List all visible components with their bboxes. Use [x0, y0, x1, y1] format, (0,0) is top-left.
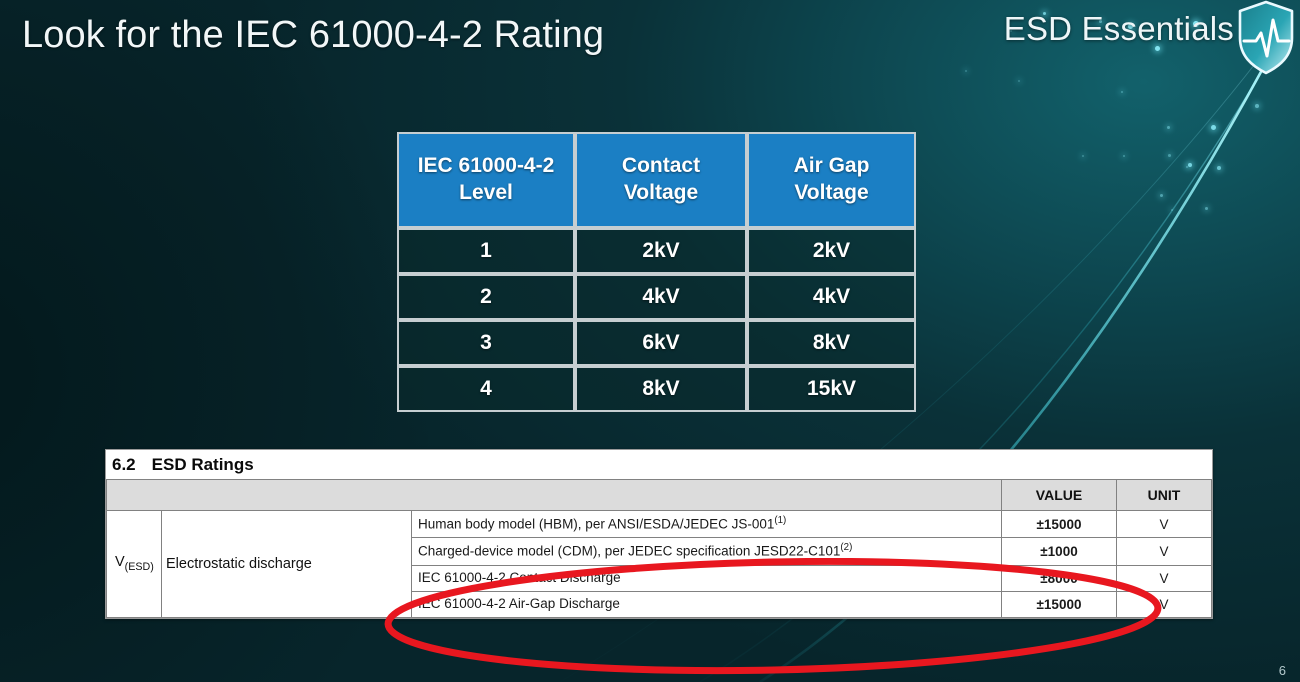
iec-level-table: IEC 61000-4-2 Level Contact Voltage Air …: [397, 132, 916, 412]
column-header-level-line1: IEC 61000-4-2: [417, 154, 555, 178]
table-row: 2 4kV 4kV: [397, 274, 916, 320]
shield-pulse-icon: [1238, 0, 1294, 75]
cell-value: ±1000: [1001, 537, 1117, 566]
cell-unit: V: [1116, 590, 1212, 618]
cell-contact: 8kV: [575, 366, 747, 412]
cell-airgap: 2kV: [747, 228, 916, 274]
table-row: 4 8kV 15kV: [397, 366, 916, 412]
footnote-marker: (1): [774, 515, 787, 526]
column-header-contact-line1: Contact: [621, 154, 701, 178]
table-row: 3 6kV 8kV: [397, 320, 916, 366]
table-row: V(ESD) Electrostatic discharge Human bod…: [106, 509, 1212, 618]
cell-description: IEC 61000-4-2 Contact Discharge: [411, 564, 1002, 592]
section-title: ESD Ratings: [151, 455, 254, 474]
description-text: Human body model (HBM), per ANSI/ESDA/JE…: [418, 516, 775, 532]
description-text: IEC 61000-4-2 Air-Gap Discharge: [418, 595, 620, 611]
symbol-text: V: [115, 554, 125, 571]
cell-airgap: 15kV: [747, 366, 916, 412]
table-header-row: IEC 61000-4-2 Level Contact Voltage Air …: [397, 132, 916, 228]
cell-unit: V: [1116, 537, 1212, 566]
datasheet-header-row: VALUE UNIT: [106, 479, 1212, 511]
cell-value: ±8000: [1001, 564, 1117, 592]
cell-parameter: Electrostatic discharge: [161, 510, 412, 618]
cell-value: ±15000: [1001, 509, 1117, 539]
column-header-airgap: Air Gap Voltage: [747, 132, 916, 228]
datasheet-section-heading: 6.2 ESD Ratings: [106, 450, 1212, 479]
cell-level: 4: [397, 366, 575, 412]
cell-airgap: 4kV: [747, 274, 916, 320]
table-row: 1 2kV 2kV: [397, 228, 916, 274]
cell-airgap: 8kV: [747, 320, 916, 366]
description-text: Charged-device model (CDM), per JEDEC sp…: [418, 543, 841, 559]
column-header-level: IEC 61000-4-2 Level: [397, 132, 575, 228]
cell-contact: 4kV: [575, 274, 747, 320]
cell-description: Charged-device model (CDM), per JEDEC sp…: [411, 537, 1002, 566]
footnote-marker: (2): [840, 542, 853, 554]
cell-contact: 2kV: [575, 228, 747, 274]
cell-level: 1: [397, 228, 575, 274]
cell-contact: 6kV: [575, 320, 747, 366]
column-header-value: VALUE: [1001, 479, 1117, 511]
esd-ratings-table: VALUE UNIT V(ESD) Electrostatic discharg…: [106, 479, 1212, 618]
section-number: 6.2: [112, 455, 136, 474]
cell-level: 3: [397, 320, 575, 366]
symbol-subscript: (ESD): [124, 561, 154, 574]
column-header-level-line2: Level: [459, 181, 513, 204]
column-header-airgap-line1: Air Gap: [793, 154, 870, 178]
page-number: 6: [1278, 663, 1286, 678]
cell-unit: V: [1116, 509, 1212, 539]
column-header-contact-line2: Voltage: [623, 181, 699, 204]
datasheet-excerpt: 6.2 ESD Ratings VALUE UNIT V(ESD) Ele: [105, 449, 1213, 619]
description-text: IEC 61000-4-2 Contact Discharge: [418, 569, 621, 585]
page-title: Look for the IEC 61000-4-2 Rating: [22, 14, 605, 56]
cell-unit: V: [1116, 564, 1212, 592]
column-header-contact: Contact Voltage: [575, 132, 747, 228]
cell-description: Human body model (HBM), per ANSI/ESDA/JE…: [411, 509, 1002, 539]
column-header-unit: UNIT: [1116, 479, 1212, 511]
column-header-blank: [106, 479, 1002, 511]
cell-value: ±15000: [1001, 590, 1117, 618]
brand-label: ESD Essentials: [1003, 10, 1234, 47]
column-header-airgap-line2: Voltage: [794, 181, 869, 204]
cell-level: 2: [397, 274, 575, 320]
cell-description: IEC 61000-4-2 Air-Gap Discharge: [411, 590, 1002, 618]
cell-symbol: V(ESD): [106, 510, 162, 618]
